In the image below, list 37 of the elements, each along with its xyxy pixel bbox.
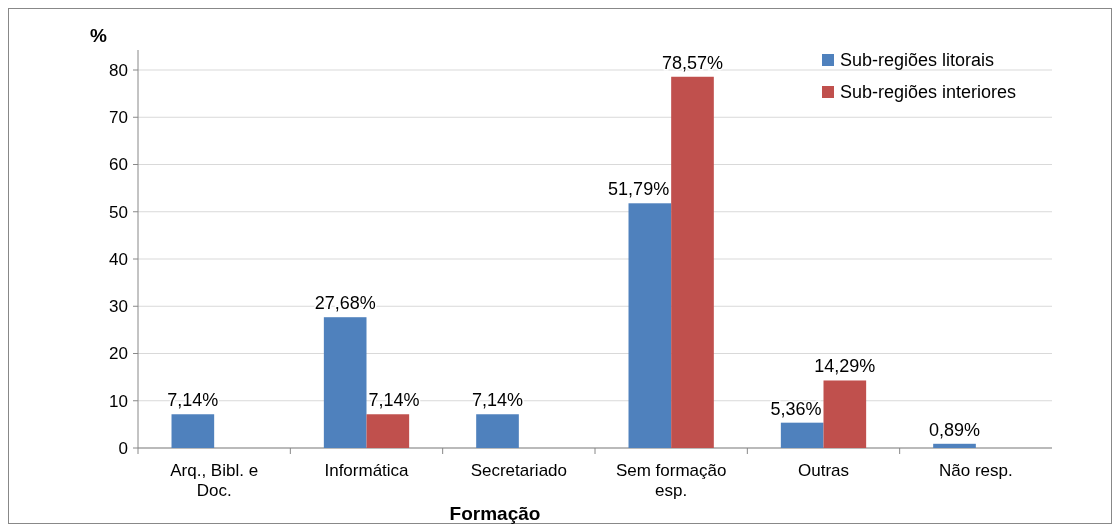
bar [366, 414, 410, 448]
bar [171, 414, 215, 448]
data-label: 7,14% [167, 390, 219, 411]
data-label: 7,14% [368, 390, 420, 411]
x-tick-label: Arq., Bibl. e Doc. [170, 461, 259, 500]
x-tick-label: Não resp. [938, 461, 1013, 480]
bar [780, 422, 824, 448]
y-tick-label: 10 [109, 391, 128, 411]
y-tick-label: 60 [109, 155, 128, 175]
x-tick-label: Sem formação esp. [615, 461, 727, 500]
legend-label: Sub-regiões litorais [840, 50, 995, 71]
data-label: 27,68% [314, 293, 376, 314]
y-tick-label: 40 [109, 249, 128, 269]
bar [476, 414, 519, 448]
y-tick-label: 30 [109, 297, 128, 317]
data-label: 51,79% [608, 179, 670, 200]
legend-label: Sub-regiões interiores [840, 82, 1017, 103]
data-label: 7,14% [471, 390, 524, 411]
y-tick-label: 20 [109, 344, 128, 364]
y-tick-label: 80 [109, 60, 128, 80]
y-axis-title: % [90, 25, 107, 46]
data-label: 14,29% [814, 356, 876, 377]
x-tick-label: Informática [324, 461, 410, 480]
y-tick-label: 0 [118, 438, 128, 458]
bar [323, 317, 367, 448]
data-label: 0,89% [928, 419, 981, 440]
y-tick-label: 50 [109, 202, 128, 222]
x-tick-label: Secretariado [470, 461, 568, 480]
bar [671, 76, 714, 448]
x-tick-label: Outras [797, 461, 850, 480]
data-label: 78,57% [661, 52, 724, 73]
y-tick-label: 70 [109, 108, 128, 128]
bar [823, 380, 867, 448]
bar [933, 443, 976, 448]
data-label: 5,36% [770, 398, 822, 419]
x-axis-title: Formação [449, 503, 541, 524]
bar [628, 203, 672, 448]
